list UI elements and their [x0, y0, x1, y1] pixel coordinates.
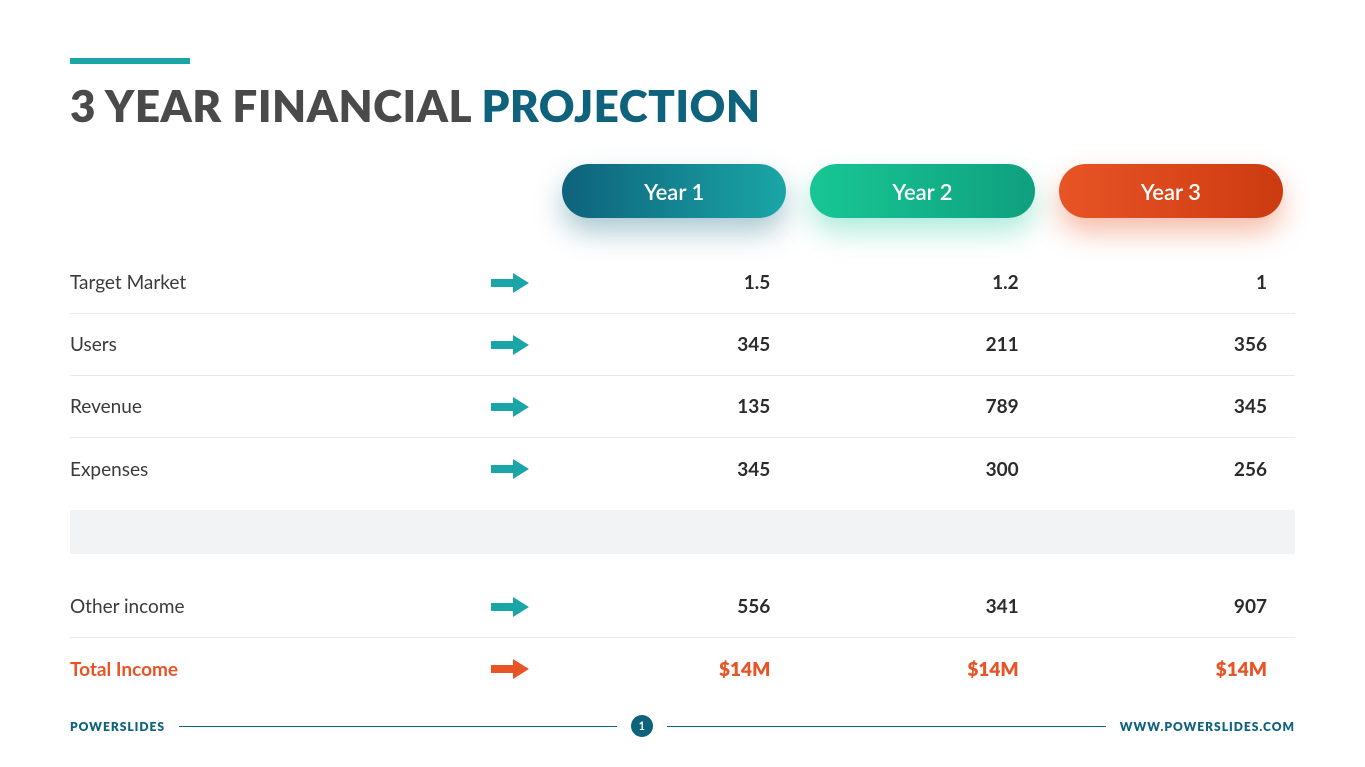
cell-year3: 356 [1047, 333, 1295, 356]
arrow-icon [470, 333, 550, 357]
year-header-row: Year 1 Year 2 Year 3 [70, 164, 1295, 218]
footer-divider [667, 726, 1105, 727]
arrow-icon [470, 457, 550, 481]
page-number-badge: 1 [631, 715, 653, 737]
cell-year2: 341 [798, 595, 1046, 618]
footer: POWERSLIDES 1 WWW.POWERSLIDES.COM [70, 715, 1295, 737]
title-accent-bar [70, 58, 190, 64]
spacer-band [70, 510, 1295, 554]
table-row-total: Total Income $14M $14M $14M [70, 638, 1295, 700]
cell-year1: 135 [550, 395, 798, 418]
title-part-b: PROJECTION [481, 80, 760, 132]
data-rows: Target Market1.51.21Users345211356Revenu… [70, 252, 1295, 500]
cell-year2: 211 [798, 333, 1046, 356]
row-label: Total Income [70, 658, 470, 681]
cell-year1: $14M [550, 658, 798, 681]
footer-divider [179, 726, 617, 727]
cell-year3: 907 [1047, 595, 1295, 618]
title-part-a: 3 YEAR FINANCIAL [70, 80, 481, 132]
footer-brand-right: WWW.POWERSLIDES.COM [1120, 719, 1295, 734]
arrow-icon [470, 595, 550, 619]
cell-year3: 1 [1047, 271, 1295, 294]
footer-brand-left: POWERSLIDES [70, 719, 165, 734]
year-1-pill: Year 1 [562, 164, 786, 218]
table-row: Expenses 345300256 [70, 438, 1295, 500]
year-2-pill: Year 2 [810, 164, 1034, 218]
slide: 3 YEAR FINANCIAL PROJECTION Year 1 Year … [0, 0, 1365, 767]
cell-year1: 556 [550, 595, 798, 618]
year-3-pill: Year 3 [1059, 164, 1283, 218]
cell-year3: $14M [1047, 658, 1295, 681]
page-title: 3 YEAR FINANCIAL PROJECTION [70, 80, 1295, 132]
row-label: Expenses [70, 458, 470, 481]
table-row: Users 345211356 [70, 314, 1295, 376]
table-row-other-income: Other income 556 341 907 [70, 576, 1295, 638]
cell-year2: 300 [798, 458, 1046, 481]
arrow-icon [470, 657, 550, 681]
arrow-icon [470, 395, 550, 419]
cell-year3: 256 [1047, 458, 1295, 481]
cell-year1: 345 [550, 458, 798, 481]
cell-year2: 789 [798, 395, 1046, 418]
table-row: Revenue 135789345 [70, 376, 1295, 438]
row-label: Revenue [70, 395, 470, 418]
cell-year2: 1.2 [798, 271, 1046, 294]
arrow-icon [470, 271, 550, 295]
cell-year2: $14M [798, 658, 1046, 681]
row-label: Target Market [70, 271, 470, 294]
cell-year3: 345 [1047, 395, 1295, 418]
row-label: Other income [70, 595, 470, 618]
row-label: Users [70, 333, 470, 356]
cell-year1: 1.5 [550, 271, 798, 294]
cell-year1: 345 [550, 333, 798, 356]
table-row: Target Market 1.51.21 [70, 252, 1295, 314]
